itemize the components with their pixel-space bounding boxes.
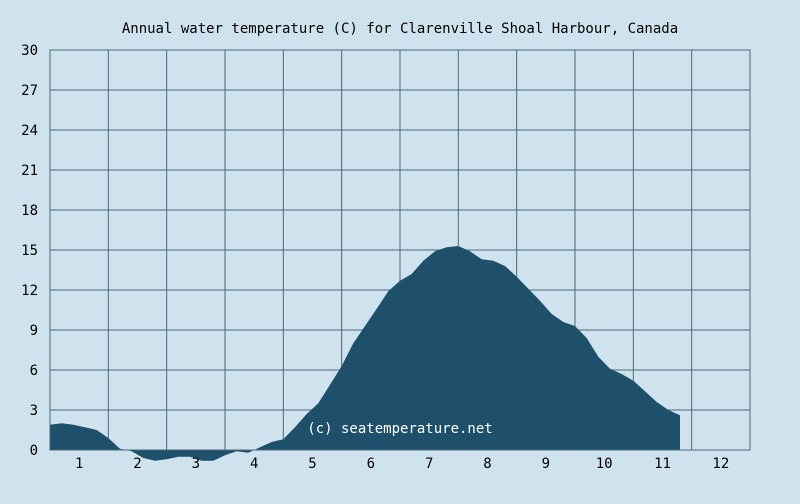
x-tick-label: 7 (425, 456, 433, 472)
y-tick-label: 24 (21, 123, 38, 139)
y-axis-ticks: 0 3 6 9 12 15 18 21 24 27 30 (21, 43, 38, 459)
x-axis-ticks: 1 2 3 4 5 6 7 8 9 10 11 12 (75, 456, 729, 472)
y-tick-label: 27 (21, 83, 38, 99)
series-area (50, 246, 680, 461)
x-tick-label: 5 (308, 456, 316, 472)
x-tick-label: 6 (367, 456, 375, 472)
y-tick-label: 12 (21, 283, 38, 299)
x-tick-label: 1 (75, 456, 83, 472)
y-tick-label: 15 (21, 243, 38, 259)
x-tick-label: 4 (250, 456, 258, 472)
watermark: (c) seatemperature.net (307, 421, 492, 437)
x-tick-label: 8 (483, 456, 491, 472)
x-tick-label: 3 (192, 456, 200, 472)
x-tick-label: 2 (133, 456, 141, 472)
x-tick-label: 12 (712, 456, 729, 472)
x-tick-label: 11 (654, 456, 671, 472)
y-tick-label: 30 (21, 43, 38, 59)
y-tick-label: 3 (30, 403, 38, 419)
x-tick-label: 9 (542, 456, 550, 472)
y-tick-label: 18 (21, 203, 38, 219)
y-tick-label: 21 (21, 163, 38, 179)
chart-title: Annual water temperature (C) for Clarenv… (122, 21, 678, 37)
y-tick-label: 9 (30, 323, 38, 339)
plot-group: (c) seatemperature.net (49, 49, 751, 461)
x-tick-label: 10 (596, 456, 613, 472)
plot-border (49, 49, 751, 451)
y-tick-label: 6 (30, 363, 38, 379)
y-tick-label: 0 (30, 443, 38, 459)
